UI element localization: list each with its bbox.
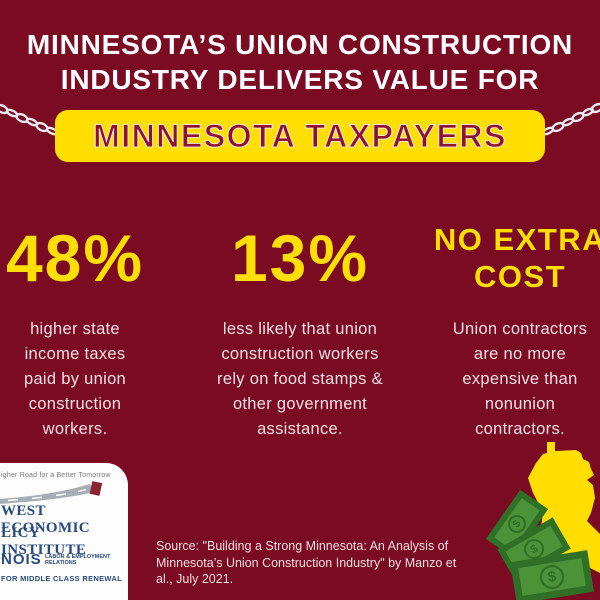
banner-label: MINNESOTA TAXPAYERS — [93, 117, 507, 154]
logo-org-line-2: LICY INSTITUTE — [1, 525, 87, 558]
source-citation: Source: "Building a Strong Minnesota: An… — [156, 539, 457, 586]
money-bills-icon: $ $ $ — [485, 489, 594, 600]
stat-food-stamps: 13% less likely that union construction … — [202, 212, 398, 442]
logo-tagline: igher Road for a Better Tomorrow — [1, 472, 111, 479]
svg-text:$: $ — [510, 518, 523, 530]
logo-card: igher Road for a Better Tomorrow WEST EC… — [0, 463, 128, 600]
logo-org-line-1: WEST ECONOMIC — [1, 503, 91, 536]
title-line-1: MINNESOTA’S UNION CONSTRUCTION — [26, 29, 574, 60]
title-line-2: INDUSTRY DELIVERS VALUE FOR — [60, 64, 540, 95]
dollar-bill-front: $ — [510, 550, 594, 600]
taxpayers-banner: MINNESOTA TAXPAYERS — [55, 110, 545, 162]
stat-no-extra-cost: NO EXTRA COST Union contractors are no m… — [424, 212, 600, 442]
logo-partner-name: NOIS — [1, 551, 42, 568]
chain-right-icon — [541, 102, 600, 136]
stat-description: higher state income taxes paid by union … — [23, 320, 127, 438]
page-title: MINNESOTA’S UNION CONSTRUCTION INDUSTRY … — [0, 27, 600, 97]
stat-value: 48% — [5, 221, 145, 295]
stat-income-taxes: 48% higher state income taxes paid by un… — [0, 212, 175, 442]
chain-left-icon — [0, 103, 59, 136]
stat-value: NO EXTRA COST — [433, 222, 600, 294]
svg-text:$: $ — [547, 568, 559, 586]
dollar-bill-back: $ — [485, 489, 549, 559]
stat-description: Union contractors are no more expensive … — [452, 320, 588, 438]
road-swoosh-icon — [0, 481, 103, 504]
stat-value: 13% — [230, 221, 370, 295]
logo-program: FOR MIDDLE CLASS RENEWAL — [1, 574, 122, 583]
logo-partner-detail: LABOR & EMPLOYMENT RELATIONS — [45, 554, 111, 566]
stat-description: less likely that union construction work… — [217, 320, 383, 438]
